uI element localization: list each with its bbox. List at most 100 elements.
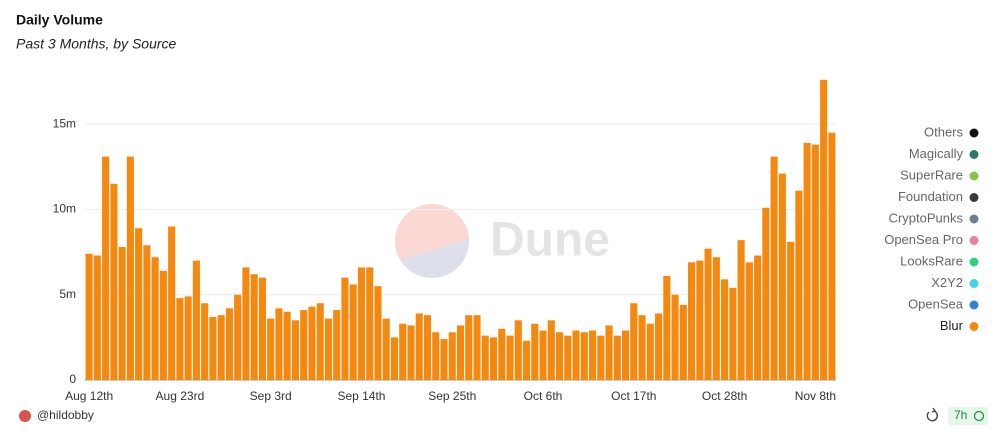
bar xyxy=(498,328,506,380)
bar xyxy=(300,310,308,380)
bar xyxy=(745,262,753,380)
bar xyxy=(448,332,456,380)
bar xyxy=(423,315,432,380)
bar xyxy=(770,156,778,380)
bar xyxy=(390,337,399,380)
bar xyxy=(118,246,126,380)
author: @hildobby xyxy=(37,408,94,422)
legend-swatch xyxy=(969,322,979,331)
x-tick-label: Oct 28th xyxy=(702,389,747,403)
bar xyxy=(126,156,134,380)
y-tick-label: 5m xyxy=(59,287,76,301)
bar xyxy=(432,332,440,380)
bar xyxy=(308,306,316,380)
legend-label: OpenSea xyxy=(908,296,964,311)
y-tick-label: 15m xyxy=(53,116,76,130)
legend-label: Others xyxy=(924,124,964,139)
bar xyxy=(688,262,696,380)
bar xyxy=(787,241,795,380)
bar xyxy=(283,311,291,380)
bar xyxy=(316,303,324,380)
refresh-icon[interactable] xyxy=(926,407,939,422)
bar xyxy=(399,323,407,380)
legend-swatch xyxy=(969,171,979,181)
bar xyxy=(663,275,671,380)
bar xyxy=(754,255,762,380)
bar xyxy=(102,156,110,380)
bar xyxy=(522,340,531,380)
bar xyxy=(820,79,828,381)
bar xyxy=(456,325,465,380)
bar xyxy=(737,240,745,380)
bar xyxy=(531,323,539,380)
x-tick-label: Aug 12th xyxy=(65,389,113,403)
bar xyxy=(547,320,555,380)
bar xyxy=(729,287,737,380)
x-tick-label: Oct 6th xyxy=(524,389,563,403)
bar xyxy=(539,330,547,380)
bar xyxy=(597,335,605,380)
x-tick-label: Aug 23rd xyxy=(156,389,205,403)
x-tick-label: Sep 25th xyxy=(428,389,476,403)
bar xyxy=(572,330,580,380)
bar xyxy=(151,257,159,380)
x-tick-label: Sep 14th xyxy=(337,389,385,403)
y-tick-label: 10m xyxy=(53,202,76,216)
watermark-logo xyxy=(395,204,469,278)
x-tick-label: Oct 17th xyxy=(611,389,656,403)
bar xyxy=(357,267,366,380)
status-icon xyxy=(973,410,985,422)
bar xyxy=(275,308,283,380)
legend-swatch xyxy=(969,214,979,224)
legend-swatch xyxy=(969,300,979,310)
legend-label: Magically xyxy=(909,146,964,161)
bar xyxy=(803,142,811,380)
legend-label: OpenSea Pro xyxy=(884,232,963,247)
y-tick-label: 0 xyxy=(69,372,76,386)
chart-subtitle: Past 3 Months, by Source xyxy=(16,36,177,52)
bar xyxy=(473,315,481,380)
bar xyxy=(721,279,729,380)
bar xyxy=(176,298,184,380)
legend-label: SuperRare xyxy=(900,167,963,182)
bar xyxy=(333,310,341,380)
bar xyxy=(646,323,654,380)
bar xyxy=(201,303,209,380)
legend-label: X2Y2 xyxy=(931,275,963,290)
legend-swatch xyxy=(969,279,979,288)
bar xyxy=(110,183,118,380)
bar xyxy=(407,325,415,380)
legend-label: Foundation xyxy=(898,189,963,204)
bar xyxy=(291,320,299,380)
bar xyxy=(588,330,597,380)
bar xyxy=(704,248,712,380)
legend-swatch xyxy=(969,236,979,245)
legend-swatch xyxy=(969,150,979,159)
x-tick-label: Nov 8th xyxy=(795,389,836,403)
bar xyxy=(341,277,349,380)
legend-swatch xyxy=(969,128,979,138)
bar xyxy=(514,320,522,380)
bar xyxy=(440,339,448,380)
bar xyxy=(258,277,266,380)
bar xyxy=(135,228,143,380)
legend-label: CryptoPunks xyxy=(889,210,964,225)
bar xyxy=(762,207,770,380)
bar xyxy=(795,190,803,380)
bar xyxy=(192,260,200,380)
x-tick-label: Sep 3rd xyxy=(250,389,292,403)
bar xyxy=(349,284,357,380)
bar xyxy=(679,304,687,380)
bar xyxy=(580,332,588,380)
bar xyxy=(481,335,489,380)
bar xyxy=(234,294,242,380)
bar xyxy=(250,274,258,380)
bar xyxy=(159,270,167,380)
bar xyxy=(630,303,638,380)
bar xyxy=(555,332,564,380)
bar xyxy=(267,318,275,380)
legend-label: LooksRare xyxy=(900,253,963,268)
bar xyxy=(93,255,101,380)
bar xyxy=(671,294,679,380)
author-avatar xyxy=(19,410,31,422)
